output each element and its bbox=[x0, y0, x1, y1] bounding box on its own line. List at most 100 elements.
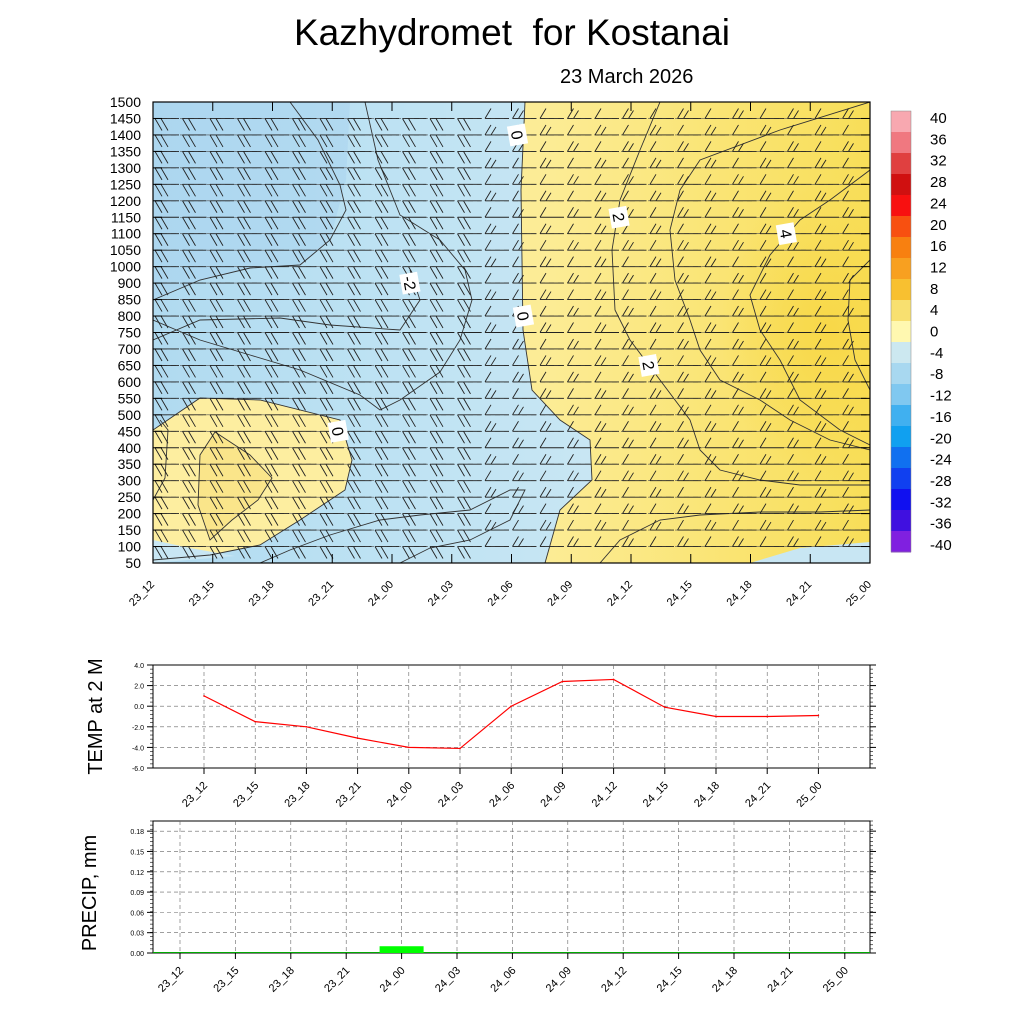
barb-flag bbox=[237, 282, 245, 296]
wind-barb bbox=[622, 486, 647, 498]
barb-flag bbox=[243, 431, 251, 444]
barb-flag bbox=[814, 437, 822, 448]
barb-flag bbox=[793, 143, 799, 152]
barb-flag bbox=[457, 266, 465, 279]
barb-flag bbox=[215, 299, 224, 312]
wind-barb bbox=[347, 364, 372, 378]
wind-barb bbox=[182, 183, 207, 197]
wind-barb bbox=[402, 249, 427, 263]
barb-flag bbox=[243, 184, 251, 197]
wind-barb bbox=[209, 397, 234, 411]
wind-barb bbox=[814, 322, 839, 333]
wind-barb bbox=[539, 355, 564, 366]
barb-flag bbox=[484, 322, 492, 333]
barb-flag bbox=[539, 190, 547, 202]
barb-flag bbox=[353, 167, 361, 181]
barb-flag bbox=[270, 463, 279, 477]
barb-flag bbox=[380, 447, 389, 460]
colorbar-swatch bbox=[891, 363, 911, 385]
wind-barb bbox=[182, 118, 207, 131]
wind-barb bbox=[209, 118, 234, 131]
barb-flag bbox=[512, 371, 519, 383]
barb-flag bbox=[154, 513, 163, 526]
barb-flag bbox=[237, 381, 245, 395]
barb-flag bbox=[215, 513, 224, 526]
barb-flag bbox=[539, 371, 547, 383]
barb-flag bbox=[298, 431, 306, 444]
barb-flag bbox=[539, 503, 547, 514]
barb-flag bbox=[325, 496, 334, 510]
barb-flag bbox=[347, 447, 355, 460]
wind-barbs bbox=[154, 108, 867, 559]
barb-flag bbox=[677, 108, 684, 119]
barb-flag bbox=[512, 338, 519, 350]
barb-flag bbox=[848, 143, 854, 152]
barb-flag bbox=[402, 463, 410, 477]
barb-flag bbox=[243, 480, 251, 493]
wind-barb bbox=[237, 348, 262, 362]
wind-barb bbox=[237, 364, 262, 378]
wind-barb bbox=[787, 338, 812, 350]
barb-flag bbox=[380, 282, 389, 296]
barb-flag bbox=[209, 414, 218, 428]
barb-flag bbox=[732, 322, 739, 333]
wind-barb bbox=[677, 289, 702, 301]
wind-barb bbox=[567, 355, 592, 366]
wind-barb bbox=[374, 381, 399, 395]
barb-flag bbox=[435, 414, 444, 428]
barb-flag bbox=[319, 513, 328, 526]
barb-flag bbox=[325, 332, 334, 345]
barb-flag bbox=[154, 167, 163, 181]
barb-flag bbox=[512, 355, 519, 366]
barb-flag bbox=[347, 348, 355, 362]
wind-barb bbox=[182, 200, 207, 214]
wind-barb bbox=[457, 546, 482, 559]
wind-barb bbox=[457, 315, 482, 329]
barb-flag bbox=[484, 141, 492, 152]
barb-flag bbox=[429, 447, 438, 460]
wind-barb bbox=[814, 207, 839, 218]
y-tick-label: 500 bbox=[118, 407, 142, 423]
barb-flag bbox=[655, 291, 662, 300]
wind-barb bbox=[319, 397, 344, 411]
precip-x-tick-label: 24_21 bbox=[765, 965, 795, 995]
wind-barb bbox=[512, 470, 537, 482]
barb-flag bbox=[628, 307, 634, 317]
barb-flag bbox=[160, 381, 169, 395]
barb-flag bbox=[429, 480, 438, 493]
barb-flag bbox=[347, 381, 355, 395]
barb-flag bbox=[270, 167, 279, 181]
wind-barb bbox=[732, 536, 757, 547]
barb-flag bbox=[484, 157, 492, 169]
precip-x-tick-label: 24_12 bbox=[599, 965, 629, 995]
barb-flag bbox=[292, 447, 300, 460]
wind-barb bbox=[594, 141, 619, 152]
barb-flag bbox=[402, 299, 410, 312]
precip-x-tick-label: 24_09 bbox=[544, 965, 574, 995]
barb-flag bbox=[209, 315, 218, 329]
barb-flag bbox=[567, 338, 574, 350]
wind-barb bbox=[347, 299, 372, 312]
barb-flag bbox=[567, 536, 574, 547]
wind-barb bbox=[182, 513, 207, 526]
wind-barb bbox=[594, 486, 619, 498]
barb-flag bbox=[243, 546, 251, 559]
wind-barb bbox=[182, 348, 207, 362]
barb-flag bbox=[512, 503, 519, 514]
precip-x-tick-label: 25_00 bbox=[821, 965, 851, 995]
barb-flag bbox=[353, 381, 361, 395]
barb-flag bbox=[787, 421, 794, 432]
barb-flag bbox=[814, 157, 822, 169]
barb-flag bbox=[435, 365, 444, 378]
wind-barb bbox=[457, 414, 482, 428]
wind-barb bbox=[484, 470, 509, 482]
barb-flag bbox=[429, 414, 438, 428]
wind-barb bbox=[429, 266, 454, 279]
barb-flag bbox=[820, 423, 827, 432]
wind-barb bbox=[292, 266, 317, 279]
barb-flag bbox=[622, 519, 629, 531]
y-tick-label: 1450 bbox=[110, 110, 141, 126]
barb-flag bbox=[677, 519, 684, 531]
wind-barb bbox=[677, 453, 702, 465]
wind-barb bbox=[484, 519, 509, 531]
